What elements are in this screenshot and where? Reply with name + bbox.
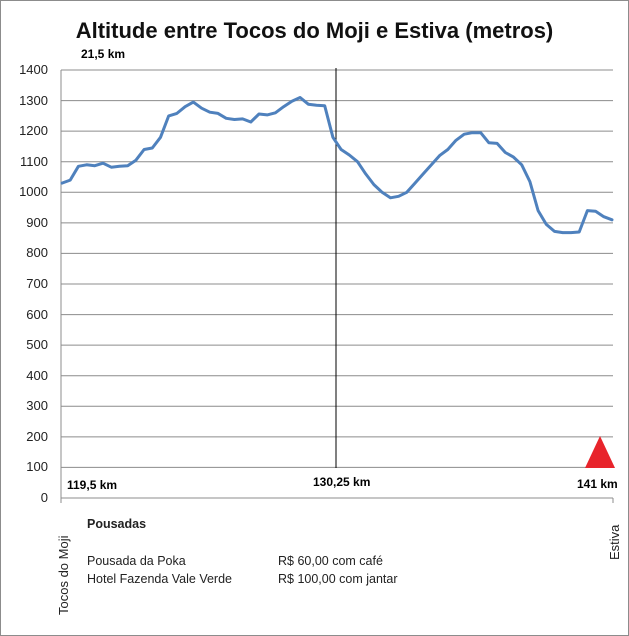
y-tick-label: 800 <box>26 245 48 261</box>
mid-km-label: 130,25 km <box>313 475 371 489</box>
y-tick-label: 600 <box>26 306 48 322</box>
y-tick-label: 1100 <box>20 153 48 169</box>
y-tick-label: 900 <box>26 214 48 230</box>
end-km-label: 141 km <box>577 477 618 491</box>
chart-title: Altitude entre Tocos do Moji e Estiva (m… <box>75 18 554 43</box>
y-tick-label: 1000 <box>19 184 48 200</box>
y-tick-label: 1400 <box>19 62 48 77</box>
y-tick-label: 300 <box>26 398 48 414</box>
pousadas-heading: Pousadas <box>87 517 147 531</box>
pousada-price: R$ 60,00 com café <box>278 554 383 568</box>
y-tick-label: 500 <box>26 337 48 353</box>
pousada-name: Pousada da Poka <box>87 554 186 568</box>
y-tick-label: 200 <box>26 428 48 444</box>
pousada-name: Hotel Fazenda Vale Verde <box>87 572 233 586</box>
y-tick-label: 1300 <box>19 92 48 108</box>
pousada-price: R$ 100,00 com jantar <box>278 572 398 586</box>
x-start-label: Tocos do Moji <box>56 535 71 615</box>
y-tick-label: 100 <box>26 459 48 475</box>
y-tick-label: 700 <box>26 276 48 291</box>
y-tick-label: 400 <box>26 367 48 383</box>
x-end-label: Estiva <box>607 524 622 560</box>
y-tick-label: 1200 <box>19 123 48 139</box>
y-tick-label: 0 <box>40 490 48 505</box>
start-km-label: 119,5 km <box>67 478 118 492</box>
altitude-series-line <box>60 96 614 235</box>
end-marker-triangle <box>585 436 615 468</box>
top-km-label: 21,5 km <box>81 47 126 61</box>
